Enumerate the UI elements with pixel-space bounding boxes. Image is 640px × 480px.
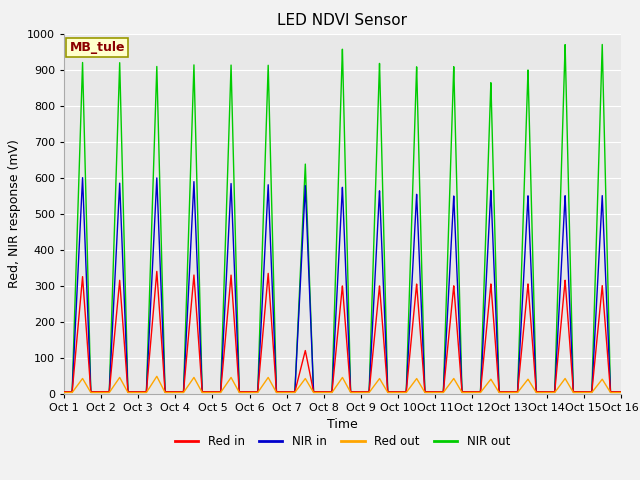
Legend: Red in, NIR in, Red out, NIR out: Red in, NIR in, Red out, NIR out bbox=[170, 430, 515, 453]
Text: MB_tule: MB_tule bbox=[70, 41, 125, 54]
Title: LED NDVI Sensor: LED NDVI Sensor bbox=[277, 13, 408, 28]
X-axis label: Time: Time bbox=[327, 418, 358, 431]
Y-axis label: Red, NIR response (mV): Red, NIR response (mV) bbox=[8, 139, 21, 288]
